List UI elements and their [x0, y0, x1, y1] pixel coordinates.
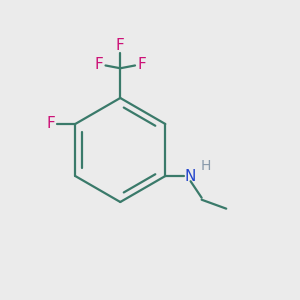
- Text: H: H: [200, 159, 211, 172]
- Text: N: N: [185, 169, 196, 184]
- Text: F: F: [116, 38, 125, 53]
- Text: F: F: [137, 57, 146, 72]
- Text: F: F: [95, 57, 103, 72]
- Text: F: F: [46, 116, 55, 131]
